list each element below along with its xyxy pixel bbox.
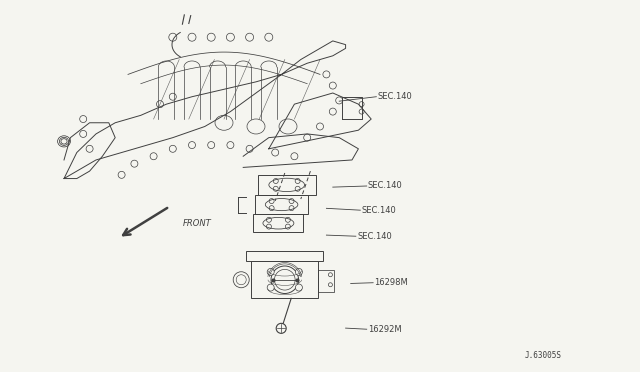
Circle shape: [317, 123, 323, 130]
Circle shape: [157, 101, 163, 108]
Circle shape: [267, 284, 274, 291]
Text: J.63005S: J.63005S: [525, 351, 562, 360]
Circle shape: [291, 153, 298, 160]
Circle shape: [330, 108, 336, 115]
Circle shape: [272, 149, 278, 156]
Circle shape: [131, 160, 138, 167]
Circle shape: [359, 109, 364, 114]
Circle shape: [246, 33, 253, 41]
Bar: [253, 214, 303, 232]
Circle shape: [207, 33, 215, 41]
Circle shape: [296, 269, 303, 275]
Text: SEC.140: SEC.140: [378, 92, 412, 101]
Circle shape: [208, 142, 214, 148]
Text: 16298M: 16298M: [374, 278, 408, 287]
Bar: [246, 251, 323, 261]
Circle shape: [227, 33, 234, 41]
Circle shape: [265, 33, 273, 41]
Bar: [258, 174, 316, 195]
Circle shape: [336, 97, 342, 104]
Circle shape: [118, 171, 125, 178]
Circle shape: [150, 153, 157, 160]
Circle shape: [80, 131, 86, 137]
Circle shape: [227, 142, 234, 148]
Bar: [255, 195, 308, 214]
Circle shape: [246, 145, 253, 152]
Circle shape: [296, 284, 303, 291]
Circle shape: [170, 93, 176, 100]
Text: SEC.140: SEC.140: [368, 182, 403, 190]
Circle shape: [80, 116, 86, 122]
Circle shape: [323, 71, 330, 78]
Circle shape: [359, 102, 364, 107]
Bar: [252, 261, 319, 298]
Bar: [319, 270, 334, 292]
Circle shape: [169, 33, 177, 41]
Circle shape: [304, 134, 310, 141]
Circle shape: [267, 269, 274, 275]
Text: SEC.140: SEC.140: [362, 206, 396, 215]
Circle shape: [86, 145, 93, 152]
Text: FRONT: FRONT: [182, 219, 211, 228]
Circle shape: [188, 33, 196, 41]
Circle shape: [170, 145, 176, 152]
Circle shape: [276, 323, 286, 333]
Circle shape: [330, 82, 336, 89]
Circle shape: [189, 142, 195, 148]
Text: SEC.140: SEC.140: [357, 232, 392, 241]
Text: 16292M: 16292M: [368, 325, 402, 334]
